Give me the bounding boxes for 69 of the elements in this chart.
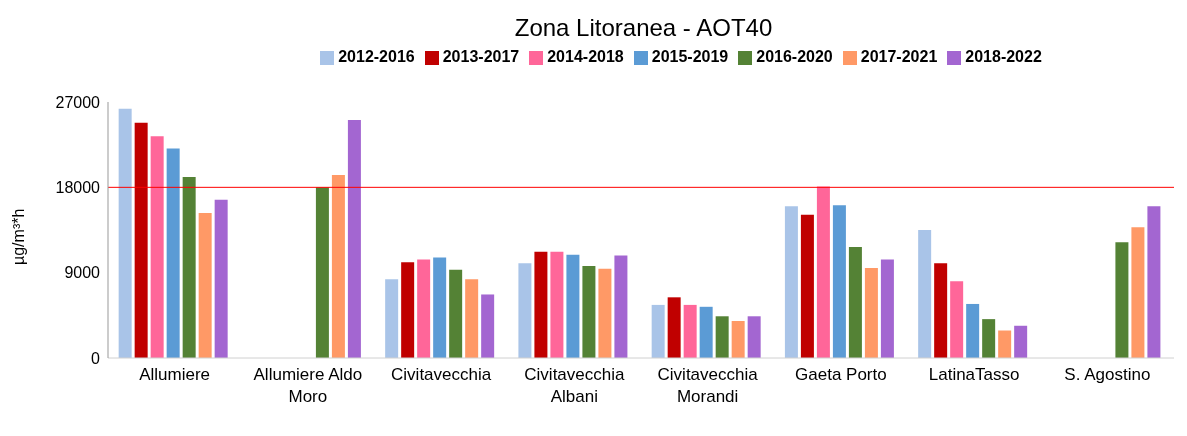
bar	[864, 267, 878, 358]
bar	[998, 330, 1012, 358]
bar	[433, 257, 447, 358]
bar	[1131, 227, 1145, 358]
bar	[465, 279, 479, 358]
y-tick-label: 18000	[55, 179, 101, 197]
y-tick-label: 27000	[55, 93, 101, 111]
bar	[683, 304, 697, 358]
bar	[699, 306, 713, 358]
bar	[566, 254, 580, 358]
y-axis-title: µg/m³*h	[9, 208, 27, 265]
x-tick-label: Civitavecchia	[391, 365, 492, 384]
bar	[182, 176, 196, 358]
x-tick-label: LatinaTasso	[928, 365, 1020, 384]
legend-label: 2016-2020	[756, 48, 833, 65]
bar	[747, 316, 761, 358]
bar	[950, 281, 964, 358]
x-tick-label: Allumiere	[139, 365, 211, 384]
bar	[651, 304, 665, 358]
bar	[880, 259, 894, 358]
legend-label: 2013-2017	[442, 48, 520, 65]
bar	[667, 297, 681, 358]
bar	[331, 175, 345, 358]
bar	[1147, 206, 1161, 358]
y-tick-label: 0	[91, 349, 101, 367]
bar	[800, 214, 814, 358]
x-tick-label: Civitavecchia Albani	[524, 365, 625, 406]
bar	[518, 263, 532, 358]
legend-label: 2014-2018	[547, 48, 624, 65]
bar	[150, 136, 164, 358]
bar	[134, 122, 148, 358]
bar	[982, 319, 996, 358]
legend-label: 2018-2022	[965, 48, 1042, 65]
bar	[417, 259, 431, 358]
legend-label: 2017-2021	[860, 48, 938, 65]
x-tick-label: Civitavecchia Morandi	[657, 365, 759, 406]
bar	[118, 108, 132, 358]
bar	[401, 262, 415, 358]
bar	[816, 186, 830, 358]
bar	[347, 120, 361, 358]
legend-label: 2012-2016	[338, 48, 415, 65]
bar	[481, 294, 495, 358]
bar	[598, 268, 612, 358]
bar	[166, 148, 180, 358]
bar	[315, 187, 329, 358]
bar	[784, 206, 798, 358]
bar	[934, 263, 948, 358]
bar	[550, 251, 564, 358]
bar	[1014, 325, 1028, 358]
x-tick-label: Allumiere Aldo Moro	[253, 365, 363, 406]
bar	[198, 212, 212, 358]
bar	[918, 230, 932, 358]
bar	[848, 247, 862, 358]
bar	[715, 316, 729, 358]
bar	[449, 269, 463, 358]
bar	[832, 205, 846, 358]
bar	[385, 279, 399, 358]
bar	[966, 303, 980, 358]
x-tick-label: S. Agostino	[1064, 365, 1151, 384]
bar	[731, 321, 745, 358]
bar	[1115, 242, 1129, 358]
bar	[534, 251, 548, 358]
bar	[582, 266, 596, 358]
x-tick-label: Gaeta Porto	[795, 365, 887, 384]
chart-title: Zona Litoranea - AOT40	[513, 13, 774, 43]
bar	[214, 199, 228, 358]
y-tick-label: 9000	[64, 264, 101, 282]
legend-label: 2015-2019	[651, 48, 729, 65]
bar	[614, 255, 628, 358]
